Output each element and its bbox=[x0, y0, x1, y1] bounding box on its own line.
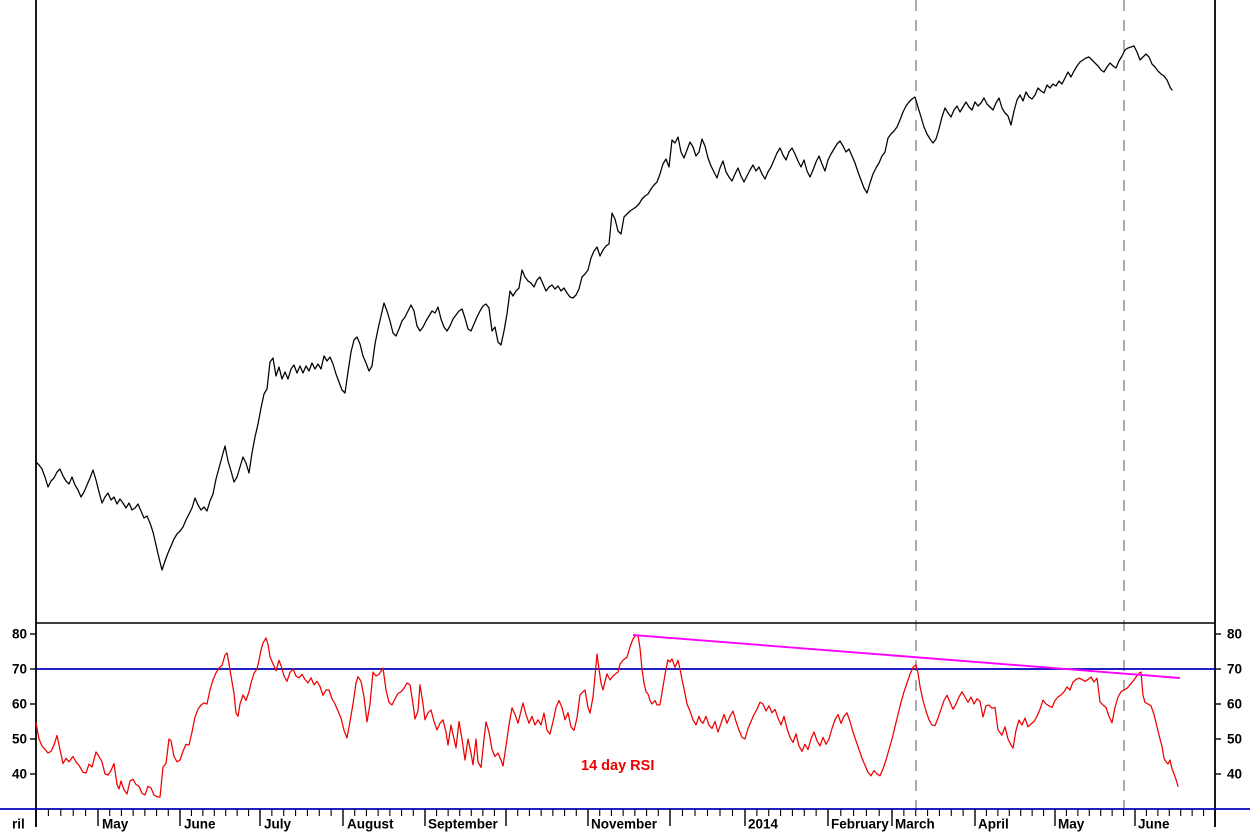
series-layer bbox=[35, 45, 1181, 798]
rsi-annotation-label: 14 day RSI bbox=[581, 758, 654, 774]
rsi-axis-label-left: 60 bbox=[12, 697, 27, 712]
rsi-line bbox=[35, 634, 1179, 798]
x-axis-month-label: July bbox=[264, 817, 292, 832]
x-axis-month-label: June bbox=[1138, 817, 1170, 832]
rsi-axis-label-left: 80 bbox=[12, 627, 27, 642]
x-axis-month-label: ril bbox=[12, 817, 25, 832]
price-line bbox=[35, 45, 1173, 571]
x-axis-month-label: April bbox=[978, 817, 1009, 832]
x-axis-month-label: March bbox=[895, 817, 935, 832]
rsi-axis-label-left: 70 bbox=[12, 662, 27, 677]
rsi-axis-label-left: 40 bbox=[12, 767, 27, 782]
x-axis-month-label: August bbox=[347, 817, 394, 832]
x-axis-month-label: September bbox=[428, 817, 499, 832]
x-axis-month-label: February bbox=[831, 817, 889, 832]
x-axis-month-label: May bbox=[1058, 817, 1085, 832]
rsi-axis-label-right: 40 bbox=[1227, 767, 1242, 782]
rsi-axis-label-right: 80 bbox=[1227, 627, 1242, 642]
x-axis-month-label: May bbox=[102, 817, 129, 832]
axis-layer: 80 80 70 70 60 60 50 50 40 40 ril May June July August… bbox=[12, 627, 1242, 832]
rsi-axis-label-right: 60 bbox=[1227, 697, 1242, 712]
rsi-trendline bbox=[632, 634, 1181, 679]
x-axis-month-label: 2014 bbox=[748, 817, 779, 832]
x-axis-month-label: November bbox=[591, 817, 658, 832]
rsi-axis-label-right: 50 bbox=[1227, 732, 1242, 747]
x-axis-month-label: June bbox=[184, 817, 216, 832]
rsi-axis-label-right: 70 bbox=[1227, 662, 1242, 677]
gridline-layer bbox=[915, 0, 1125, 809]
rsi-axis-label-left: 50 bbox=[12, 732, 27, 747]
